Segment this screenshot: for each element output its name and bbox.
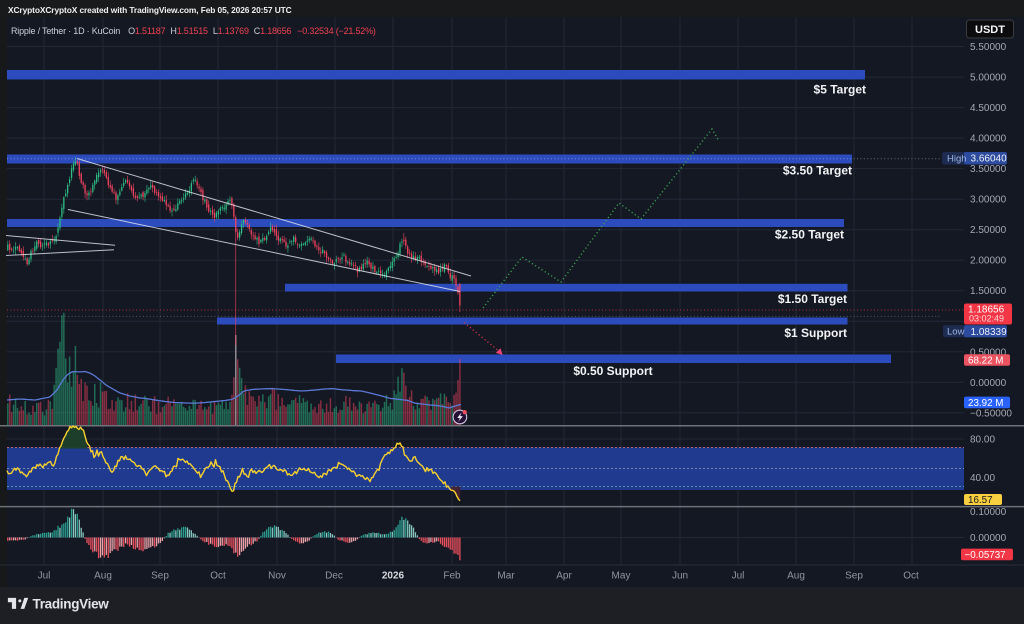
- svg-text:$3.50 Target: $3.50 Target: [783, 164, 852, 178]
- svg-text:May: May: [612, 571, 631, 582]
- svg-text:5.00000: 5.00000: [970, 73, 1007, 84]
- svg-text:1.50000: 1.50000: [970, 286, 1007, 297]
- svg-text:Sep: Sep: [845, 571, 863, 582]
- svg-text:0.00000: 0.00000: [970, 378, 1007, 389]
- svg-text:16.57: 16.57: [968, 495, 993, 506]
- svg-text:XCryptoXCryptoX created with T: XCryptoXCryptoX created with TradingView…: [8, 5, 292, 15]
- svg-text:03:02:49: 03:02:49: [969, 314, 1004, 324]
- svg-text:Jun: Jun: [672, 571, 688, 582]
- svg-text:5.50000: 5.50000: [970, 42, 1007, 53]
- svg-text:23.92 M: 23.92 M: [968, 398, 1003, 409]
- svg-text:Mar: Mar: [497, 571, 515, 582]
- svg-text:Feb: Feb: [443, 571, 461, 582]
- svg-text:0.10000: 0.10000: [970, 507, 1007, 518]
- svg-text:Oct: Oct: [903, 571, 919, 582]
- svg-text:TradingView: TradingView: [33, 597, 110, 612]
- svg-text:3.50000: 3.50000: [970, 164, 1007, 175]
- svg-text:USDT: USDT: [975, 24, 1005, 36]
- svg-text:0.50000: 0.50000: [970, 347, 1007, 358]
- svg-text:High: High: [947, 154, 967, 165]
- svg-text:1.08339: 1.08339: [971, 327, 1008, 338]
- svg-text:Oct: Oct: [210, 571, 226, 582]
- svg-text:1.18656: 1.18656: [968, 305, 1005, 316]
- svg-text:Jul: Jul: [38, 571, 51, 582]
- svg-text:Dec: Dec: [325, 571, 343, 582]
- svg-text:Sep: Sep: [151, 571, 169, 582]
- svg-text:2.50000: 2.50000: [970, 225, 1007, 236]
- svg-text:4.50000: 4.50000: [970, 103, 1007, 114]
- svg-text:68.22 M: 68.22 M: [968, 355, 1003, 366]
- svg-text:4.00000: 4.00000: [970, 134, 1007, 145]
- svg-text:2.00000: 2.00000: [970, 256, 1007, 267]
- svg-text:Aug: Aug: [787, 571, 805, 582]
- svg-text:Apr: Apr: [556, 571, 572, 582]
- svg-text:Aug: Aug: [94, 571, 112, 582]
- svg-text:0.00000: 0.00000: [970, 533, 1007, 544]
- svg-text:−0.50000: −0.50000: [970, 408, 1012, 419]
- svg-text:−0.05737: −0.05737: [965, 550, 1006, 561]
- svg-text:80.00: 80.00: [970, 435, 995, 446]
- svg-text:Low: Low: [947, 327, 965, 338]
- svg-text:3.66040: 3.66040: [971, 154, 1008, 165]
- svg-text:$2.50 Target: $2.50 Target: [775, 228, 844, 242]
- svg-text:2026: 2026: [382, 571, 405, 582]
- svg-text:Jul: Jul: [732, 571, 745, 582]
- svg-text:$1 Support: $1 Support: [784, 326, 847, 340]
- svg-text:40.00: 40.00: [970, 473, 995, 484]
- svg-text:$1.50 Target: $1.50 Target: [778, 292, 847, 306]
- svg-text:Nov: Nov: [268, 571, 286, 582]
- svg-text:3.00000: 3.00000: [970, 195, 1007, 206]
- svg-text:$5 Target: $5 Target: [814, 83, 866, 97]
- svg-text:$0.50 Support: $0.50 Support: [573, 364, 652, 378]
